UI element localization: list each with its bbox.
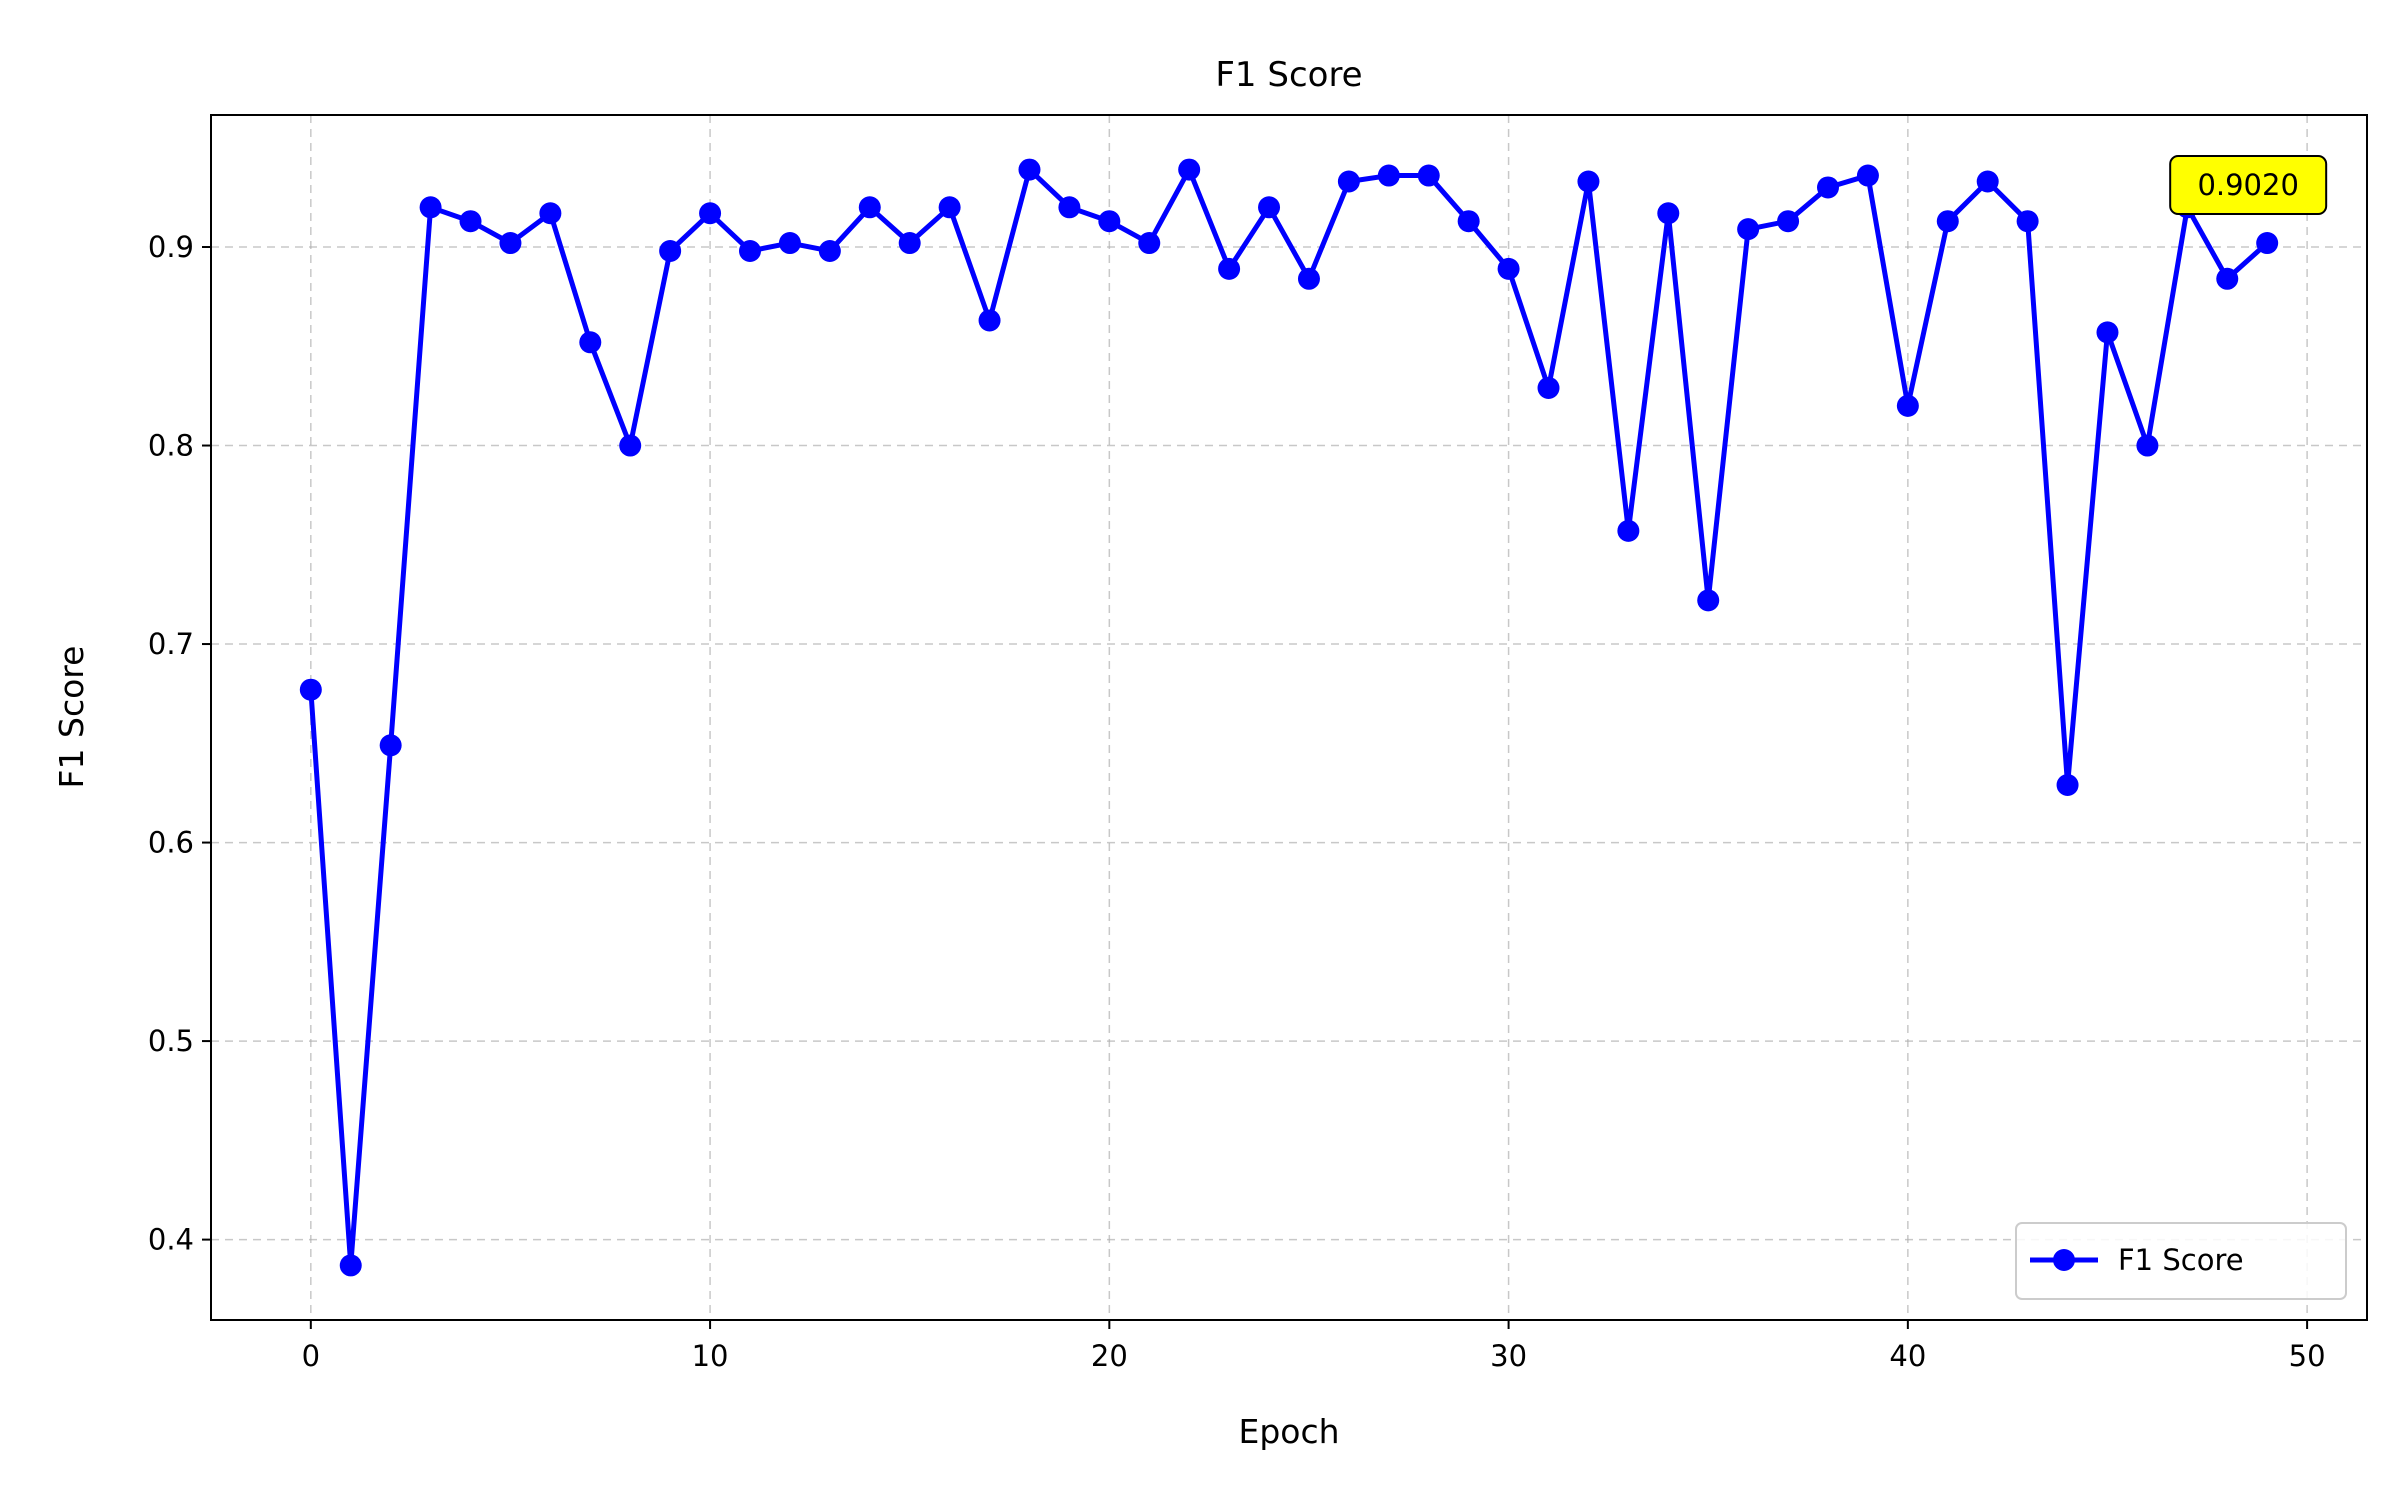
f1-score-point (1697, 589, 1720, 612)
f1-score-point (1856, 164, 1879, 187)
f1-score-point (1617, 519, 1640, 542)
f1-score-point (699, 202, 722, 225)
f1-score-point (1737, 218, 1760, 241)
f1-score-line (308, 167, 2269, 1268)
chart-title: F1 Score (1215, 55, 1362, 95)
x-tick-label: 20 (1091, 1339, 1128, 1373)
f1-score-point (2216, 267, 2239, 290)
f1-score-point (1497, 257, 1520, 280)
f1-score-point (778, 232, 801, 255)
grid-lines (211, 115, 2367, 1320)
y-tick-label: 0.6 (148, 826, 194, 860)
f1-score-point (1817, 176, 1839, 199)
y-tick-label: 0.9 (148, 230, 194, 264)
legend-marker-swatch (2053, 1249, 2075, 1271)
f1-score-point (739, 239, 761, 262)
f1-score-point (1896, 394, 1919, 417)
y-tick-label: 0.8 (148, 429, 194, 463)
f1-score-point (1537, 376, 1560, 399)
f1-score-point (499, 232, 522, 255)
x-tick-label: 50 (2289, 1339, 2326, 1373)
f1-score-point (2256, 232, 2279, 255)
f1-score-point (659, 239, 682, 262)
legend-box (2015, 1222, 2347, 1300)
f1-score-point (1377, 164, 1400, 187)
legend: F1 Score (2015, 1222, 2347, 1300)
f1-score-point (339, 1254, 362, 1277)
f1-score-point (898, 232, 921, 255)
f1-score-point (938, 196, 961, 219)
f1-score-point (1936, 210, 1959, 233)
f1-score-point (818, 239, 841, 262)
f1-score-point (1976, 170, 1999, 193)
annotation-label: 0.9020 (2197, 168, 2298, 202)
f1-score-point (459, 210, 482, 233)
f1-score-point (299, 678, 322, 701)
x-tick-label: 40 (1889, 1339, 1926, 1373)
y-tick-label: 0.5 (148, 1024, 194, 1058)
f1-score-point (1417, 164, 1440, 187)
f1-score-point (2056, 773, 2079, 796)
f1-score-point (579, 331, 602, 354)
y-tick-label: 0.4 (148, 1223, 194, 1257)
f1-score-point (1337, 170, 1360, 193)
f1-score-point (1058, 196, 1081, 219)
annotation-box (2169, 155, 2328, 216)
f1-score-point (1777, 210, 1800, 233)
f1-score-point (619, 434, 642, 457)
f1-score-point (2016, 210, 2039, 233)
x-tick-label: 10 (692, 1339, 729, 1373)
legend-label: F1 Score (2118, 1243, 2244, 1277)
f1-score-point (539, 202, 562, 225)
f1-score-point (1018, 158, 1041, 181)
plot-frame (210, 114, 2368, 1321)
f1-score-point (419, 196, 442, 219)
f1-score-point (1218, 257, 1241, 280)
f1-score-point (2096, 321, 2119, 344)
y-axis-label: F1 Score (52, 646, 91, 789)
f1-score-point (1457, 210, 1480, 233)
f1-score-point (858, 196, 881, 219)
f1-score-point (1178, 158, 1201, 181)
f1-score-point (978, 309, 1001, 332)
y-tick-label: 0.7 (148, 627, 194, 661)
x-tick-label: 30 (1490, 1339, 1527, 1373)
x-axis-label: Epoch (1238, 1412, 1339, 1451)
series-layer (299, 158, 2279, 1277)
f1-score-point (2136, 434, 2159, 457)
axis-ticks: 0 10 20 30 40 50 0.4 0.5 0.6 0.7 0.8 0.9 (148, 230, 2326, 1373)
x-tick-label: 0 (302, 1339, 320, 1373)
f1-score-point (1297, 267, 1320, 290)
f1-score-point (1258, 196, 1281, 219)
f1-score-point (1098, 210, 1121, 233)
annotation-layer: 0.9020 (2169, 155, 2328, 216)
f1-score-point (1657, 202, 1680, 225)
f1-score-point (1577, 170, 1600, 193)
f1-score-point (1138, 232, 1161, 255)
f1-score-point (379, 734, 402, 757)
